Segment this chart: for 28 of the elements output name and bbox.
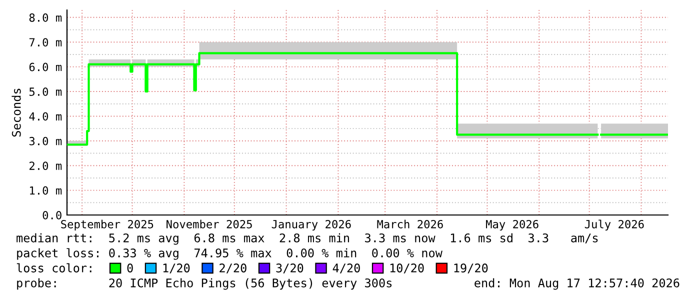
- y-tick-label: 8.0 m: [29, 13, 62, 22]
- text: probe: 20 ICMP Echo Pings (56 Bytes) every 300s: [17, 278, 392, 290]
- legend-label: 4/20: [332, 264, 360, 274]
- y-tick-label: 2.0 m: [30, 162, 62, 170]
- legend-label: 2/20: [220, 264, 246, 274]
- x-tick-label: January 2026: [272, 220, 351, 231]
- y-tick-label: 5.0 m: [29, 88, 62, 96]
- y-tick-label: 1.0 m: [30, 186, 62, 195]
- y-axis-title: Seconds: [12, 88, 21, 137]
- text: packet loss: 0.33 % avg 74.95 % max 0.00 % min 0.00 % now: [17, 248, 442, 260]
- text: median rtt: 5.2 ms avg 6.8 ms max 2.8 ms min 3.3 ms now 1.6 ms sd 3.3 am/s: [16, 233, 598, 245]
- x-tick-label: March 2026: [377, 220, 443, 228]
- y-tick-label: 6.0 m: [29, 62, 62, 72]
- y-tick-label: 0.0: [42, 211, 62, 220]
- legend-label: 0: [127, 264, 133, 272]
- y-tick-label: 4.0 m: [29, 112, 62, 121]
- legend-label: 10/20: [390, 264, 424, 274]
- x-tick-label: May 2026: [486, 220, 538, 231]
- x-tick-label: July 2026: [584, 220, 644, 231]
- x-tick-label: November 2025: [166, 220, 252, 228]
- x-tick-label: September 2025: [61, 220, 154, 231]
- legend-label: 1/20: [163, 264, 190, 274]
- y-tick-label: 3.0 m: [29, 136, 62, 146]
- text: end: Mon Aug 17 12:57:40 2026: [474, 278, 680, 290]
- legend-label: 3/20: [276, 264, 304, 274]
- legend-title: loss color:: [16, 263, 92, 272]
- y-tick-label: 7.0 m: [29, 38, 62, 47]
- legend-label: 19/20: [454, 264, 488, 274]
